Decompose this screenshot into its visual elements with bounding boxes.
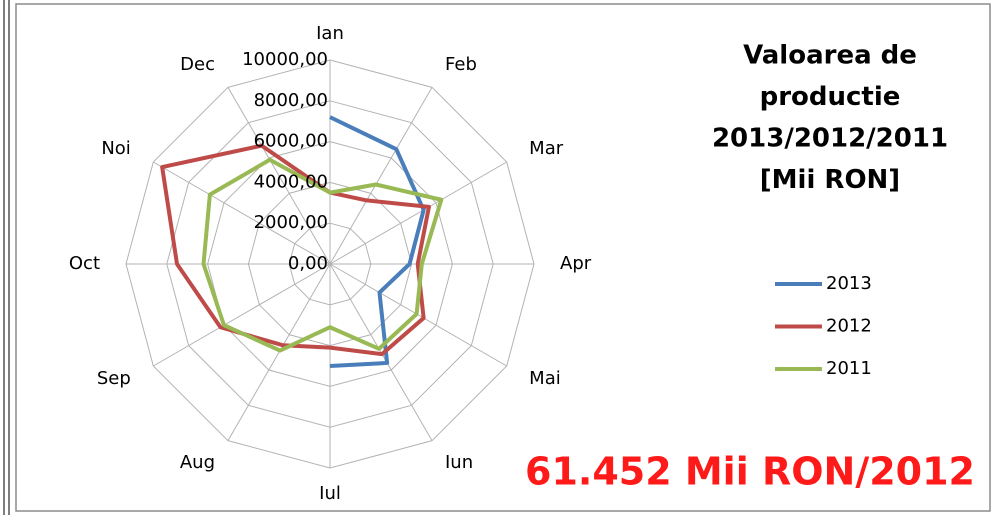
series-line xyxy=(329,115,426,368)
r-tick-label: 4000,00 xyxy=(254,171,328,192)
legend-label: 2012 xyxy=(826,316,872,337)
series-line xyxy=(201,157,444,353)
category-label: Mai xyxy=(529,368,561,389)
category-label: Mar xyxy=(529,138,564,159)
chart-border xyxy=(15,3,991,512)
category-label: Aug xyxy=(180,452,215,473)
category-label: Iul xyxy=(319,483,341,504)
chart-title: [Mii RON] xyxy=(760,165,900,195)
category-label: Feb xyxy=(445,54,477,75)
spoke xyxy=(153,263,331,367)
legend-label: 2013 xyxy=(826,273,872,294)
category-label: Ian xyxy=(316,23,344,44)
r-tick-label: 6000,00 xyxy=(254,131,328,152)
spoke xyxy=(329,87,433,265)
series-line xyxy=(160,143,431,357)
category-label: Sep xyxy=(97,368,131,389)
legend-label: 2011 xyxy=(826,358,872,379)
category-label: Dec xyxy=(180,54,215,75)
series-group xyxy=(160,115,444,368)
spoke xyxy=(329,263,507,367)
r-tick-label: 8000,00 xyxy=(254,90,328,111)
category-label: Iun xyxy=(445,452,473,473)
labels: Ian Feb Mar Apr Mai Iun Iul Aug Sep Oct Noi Dec 0,00… xyxy=(69,23,975,504)
r-tick-label: 2000,00 xyxy=(254,212,328,233)
r-tick-label: 0,00 xyxy=(288,253,328,274)
spoke xyxy=(329,161,507,265)
r-tick-label: 10000,00 xyxy=(242,49,328,70)
spoke xyxy=(153,161,331,265)
annotation: 61.452 Mii RON/2012 xyxy=(525,450,975,494)
spoke xyxy=(227,263,331,441)
chart-title: Valoarea de xyxy=(743,41,917,71)
category-label: Apr xyxy=(560,253,592,274)
chart-title: productie xyxy=(760,82,901,112)
spoke xyxy=(227,87,331,265)
category-label: Noi xyxy=(101,138,130,159)
chart-title: 2013/2012/2011 xyxy=(712,124,948,154)
category-label: Oct xyxy=(69,253,100,274)
